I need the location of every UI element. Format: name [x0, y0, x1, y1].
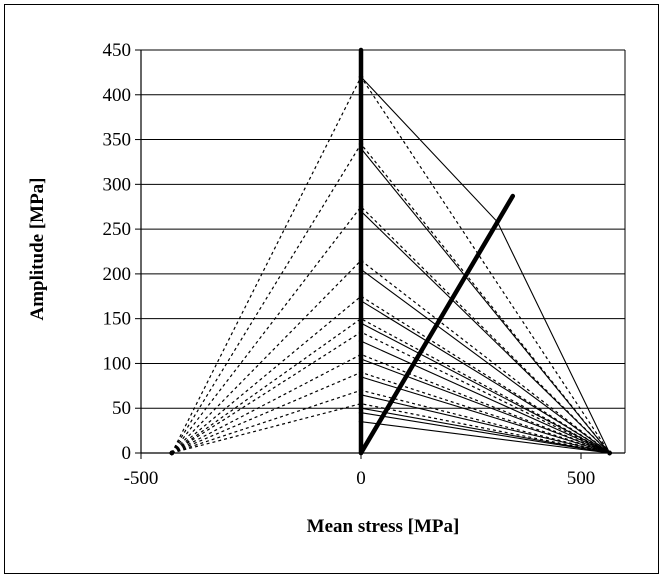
x-axis-title: Mean stress [MPa] [307, 516, 460, 537]
axes [135, 49, 626, 459]
y-tick-label: 350 [103, 130, 132, 151]
series-line-11-dashed [171, 317, 610, 454]
series-line-5-dashed [171, 205, 611, 454]
series-line-20-solid [360, 394, 610, 454]
x-tick-label: 0 [356, 468, 366, 489]
y-tick-label: 400 [103, 85, 132, 106]
series-line-23-solid [360, 412, 610, 454]
series-line-1-dashed [171, 75, 611, 454]
series-line-4-solid [360, 148, 611, 454]
series-line-8-solid [360, 268, 610, 454]
y-tick-label: 150 [103, 309, 132, 330]
series-line-12-solid [360, 322, 610, 454]
data-point [169, 450, 174, 456]
tick-labels: 0 50 100 150 200 250 300 350 400 450 -500 0 500 [103, 40, 596, 489]
y-axis-title: Amplitude [MPa] [27, 177, 48, 320]
y-tick-label: 250 [103, 219, 132, 240]
y-tick-label: 50 [112, 398, 131, 419]
series-line-10-solid [360, 300, 610, 454]
fatigue-diagram-chart: 0 50 100 150 200 250 300 350 400 450 -500 0 500 Mean… [27, 40, 626, 537]
x-tick-label: 500 [567, 468, 596, 489]
series-line-7-dashed [171, 259, 610, 454]
y-tick-label: 0 [122, 443, 132, 464]
data-series [169, 47, 612, 456]
y-tick-label: 300 [103, 174, 132, 195]
series-line-14-solid [360, 340, 610, 454]
series-line-22-solid [360, 407, 610, 454]
gridlines [141, 49, 625, 409]
series-line-15-dashed [171, 353, 610, 454]
series-line-18-solid [360, 376, 610, 454]
y-tick-label: 200 [103, 264, 132, 285]
data-point [607, 450, 612, 456]
chart-frame: 0 50 100 150 200 250 300 350 400 450 -500 0 500 Mean… [4, 4, 659, 574]
y-tick-label: 100 [103, 353, 132, 374]
x-tick-label: -500 [124, 468, 159, 489]
series-line-24-solid [360, 421, 610, 454]
y-tick-label: 450 [103, 40, 132, 61]
series-line-13-dashed [171, 331, 610, 454]
series-line-9-dashed [171, 295, 610, 454]
series-line-16-solid [360, 358, 610, 454]
series-line-6-solid [360, 210, 610, 454]
series-line-25-bold [358, 193, 516, 456]
